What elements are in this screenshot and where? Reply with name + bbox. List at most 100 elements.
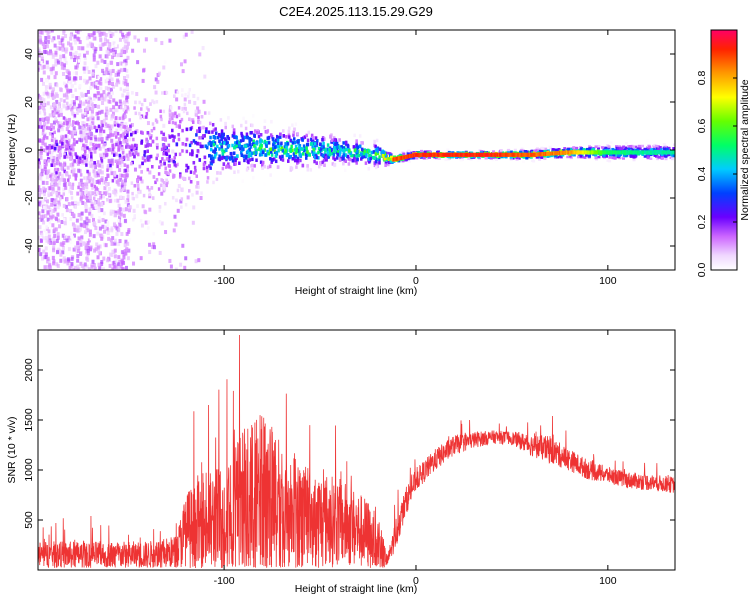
heatmap-cell <box>61 213 64 217</box>
heatmap-cell <box>188 152 192 156</box>
heatmap-ridge-cell <box>504 152 507 157</box>
heatmap-cell <box>332 152 336 157</box>
heatmap-ridge-cell <box>669 150 672 155</box>
heatmap-cell <box>140 223 144 228</box>
heatmap-cell <box>406 152 410 155</box>
heatmap-cell <box>266 165 270 170</box>
heatmap-cell <box>41 209 45 214</box>
heatmap-cell <box>178 125 181 129</box>
heatmap-cell <box>276 144 280 149</box>
heatmap-cell <box>62 31 66 36</box>
heatmap-cell <box>100 170 104 175</box>
heatmap-cell <box>234 135 237 139</box>
heatmap-cell <box>53 130 56 135</box>
heatmap-cell <box>56 175 60 180</box>
heatmap-ridge-cell <box>633 150 636 155</box>
heatmap-cell <box>125 95 129 100</box>
heatmap-cell <box>534 149 538 152</box>
heatmap-cell <box>94 64 98 69</box>
heatmap-cell <box>39 96 42 101</box>
heatmap-cell <box>52 208 56 213</box>
heatmap-ridge-cell <box>537 152 540 157</box>
heatmap-cell <box>168 108 172 113</box>
heatmap-cell <box>96 171 100 176</box>
heatmap-cell <box>95 190 99 195</box>
heatmap-cell <box>375 147 379 152</box>
heatmap-cell <box>48 210 52 215</box>
heatmap-cell <box>123 163 127 167</box>
heatmap-cell <box>109 87 113 92</box>
heatmap-cell <box>236 154 239 158</box>
heatmap-cell <box>614 154 618 157</box>
heatmap-cell <box>114 152 118 157</box>
heatmap-cell <box>408 157 412 160</box>
heatmap-cell <box>221 166 225 171</box>
heatmap-cell <box>89 136 93 141</box>
heatmap-cell <box>151 196 155 200</box>
heatmap-cell <box>104 219 108 224</box>
heatmap-ridge-cell <box>598 150 601 155</box>
heatmap-cell <box>119 105 123 110</box>
heatmap-cell <box>42 98 46 103</box>
heatmap-cell <box>113 173 117 177</box>
heatmap-cell <box>378 161 381 165</box>
heatmap-cell <box>261 163 264 167</box>
heatmap-cell <box>265 141 269 145</box>
heatmap-cell <box>70 169 74 174</box>
heatmap-cell <box>322 137 326 141</box>
heatmap-cell <box>289 154 292 159</box>
heatmap-ridge-cell <box>490 152 494 157</box>
heatmap-cell <box>83 158 87 163</box>
heatmap-cell <box>118 142 122 147</box>
heatmap-cell <box>222 162 226 166</box>
heatmap-cell <box>632 156 636 159</box>
heatmap-cell <box>99 77 103 82</box>
heatmap-cell <box>119 212 123 217</box>
heatmap-cell <box>79 238 83 243</box>
heatmap-cell <box>41 117 45 122</box>
heatmap-cell <box>566 155 570 159</box>
heatmap-cell <box>378 157 381 162</box>
heatmap-cell <box>515 158 519 161</box>
heatmap-cell <box>124 265 128 270</box>
heatmap-ridge-cell <box>391 157 395 162</box>
heatmap-cell <box>160 117 163 122</box>
heatmap-cell <box>86 117 90 122</box>
heatmap-cell <box>373 163 377 168</box>
heatmap-cell <box>48 131 52 136</box>
heatmap-cell <box>44 116 48 121</box>
heatmap-ridge-cell <box>455 152 458 157</box>
heatmap-cell <box>41 81 45 86</box>
heatmap-cell <box>114 30 118 34</box>
heatmap-cell <box>609 153 613 157</box>
heatmap-cell <box>255 141 258 145</box>
heatmap-cell <box>234 162 237 166</box>
heatmap-cell <box>225 156 228 160</box>
heatmap-cell <box>51 94 55 99</box>
heatmap-ridge-cell <box>604 150 608 155</box>
heatmap-cell <box>480 151 484 154</box>
heatmap-cell <box>291 141 295 145</box>
heatmap-cell <box>617 147 621 150</box>
heatmap-cell <box>208 164 211 168</box>
heatmap-cell <box>135 146 138 151</box>
heatmap-cell <box>74 71 78 76</box>
heatmap-cell <box>122 63 125 67</box>
heatmap-cell <box>281 158 285 162</box>
heatmap-cell <box>249 145 253 149</box>
heatmap-cell <box>72 233 76 238</box>
heatmap-cell <box>193 100 197 105</box>
heatmap-cell <box>221 135 225 140</box>
heatmap-cell <box>326 147 330 152</box>
heatmap-cell <box>248 139 251 144</box>
heatmap-cell <box>40 30 44 35</box>
heatmap-cell <box>83 135 87 140</box>
heatmap-cell <box>185 137 189 142</box>
heatmap-cell <box>270 119 273 124</box>
heatmap-ridge-cell <box>394 157 397 162</box>
heatmap-cell <box>52 139 56 144</box>
heatmap-cell <box>240 133 244 138</box>
heatmap-cell <box>363 149 366 153</box>
heatmap-cell <box>246 159 249 163</box>
heatmap-cell <box>95 129 98 133</box>
